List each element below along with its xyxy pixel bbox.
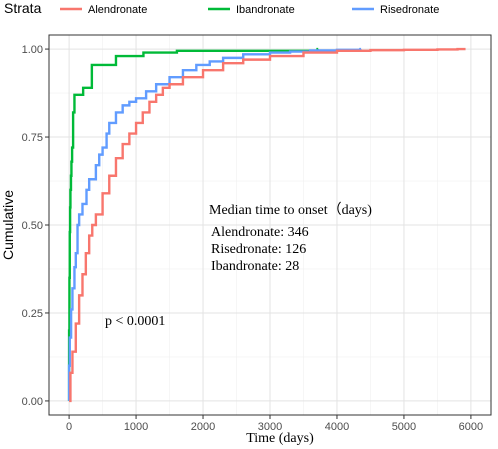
y-axis-ticks: 0.00 0.25 0.50 0.75 1.00: [22, 44, 49, 408]
gridlines: [49, 35, 491, 415]
x-tick-label: 6000: [459, 421, 483, 433]
p-value-label: p < 0.0001: [105, 314, 165, 329]
legend-label-alendronate: Alendronate: [88, 4, 147, 16]
median-alendronate: Alendronate: 346: [211, 225, 309, 240]
x-tick-label: 3000: [258, 421, 282, 433]
x-tick-label: 0: [66, 421, 72, 433]
x-axis-ticks: 0 1000 2000 3000 4000 5000 6000: [66, 415, 483, 433]
y-axis-label: Cumulative: [0, 190, 16, 260]
y-tick-label: 1.00: [22, 44, 43, 56]
x-axis-label: Time (days): [246, 431, 314, 446]
y-tick-label: 0.25: [22, 308, 43, 320]
legend: Strata Alendronate Ibandronate Risedronate: [4, 0, 439, 16]
median-risedronate: Risedronate: 126: [211, 242, 306, 257]
median-title: Median time to onset（days): [209, 202, 372, 218]
series-line-alendronate: [69, 47, 466, 403]
x-tick-label: 4000: [325, 421, 349, 433]
series-line-ibandronate: [67, 47, 319, 401]
x-tick-label: 1000: [124, 421, 148, 433]
legend-label-risedronate: Risedronate: [380, 4, 439, 16]
x-tick-label: 5000: [392, 421, 416, 433]
y-tick-label: 0.00: [22, 396, 43, 408]
y-tick-label: 0.75: [22, 132, 43, 144]
y-tick-label: 0.50: [22, 220, 43, 232]
legend-title: Strata: [4, 0, 42, 16]
median-annotation: Median time to onset（days) Alendronate: …: [209, 202, 372, 274]
legend-label-ibandronate: Ibandronate: [236, 4, 295, 16]
x-tick-label: 2000: [191, 421, 215, 433]
median-ibandronate: Ibandronate: 28: [211, 259, 299, 274]
series-line-risedronate: [67, 47, 362, 401]
series-lines: [67, 47, 466, 403]
